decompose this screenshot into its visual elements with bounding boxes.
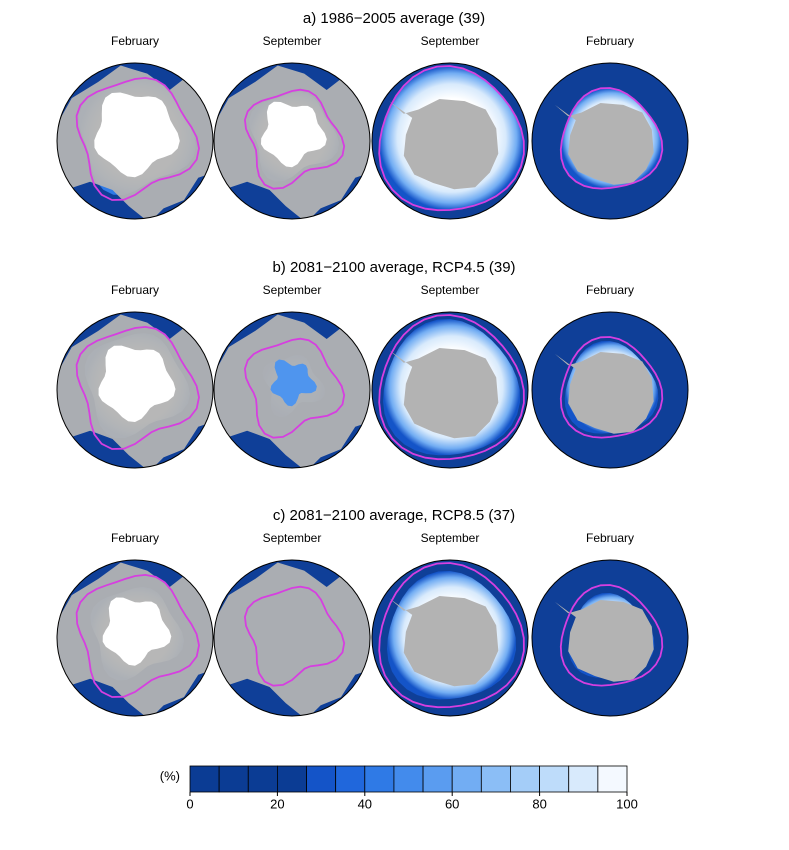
map-outline xyxy=(531,559,689,717)
map-outline xyxy=(56,311,214,469)
map-panel xyxy=(56,311,214,469)
map-content xyxy=(372,63,528,219)
observed-edge xyxy=(378,562,525,709)
colorbar-swatch xyxy=(189,765,220,793)
colorbar-swatch xyxy=(510,765,541,793)
colorbar-swatch xyxy=(568,765,599,793)
colorbar-swatch xyxy=(306,765,337,793)
colorbar-swatch xyxy=(480,765,511,793)
map-content xyxy=(532,560,688,716)
map-panel xyxy=(56,62,214,220)
map-panel xyxy=(371,311,529,469)
panel-month: September xyxy=(263,34,322,48)
map-outline xyxy=(531,311,689,469)
map-panel xyxy=(213,62,371,220)
row-title: c) 2081−2100 average, RCP8.5 (37) xyxy=(273,507,515,524)
colorbar-swatch xyxy=(276,765,307,793)
panel-month: September xyxy=(421,34,480,48)
observed-edge xyxy=(75,573,200,698)
panel-month: February xyxy=(111,283,159,297)
observed-edge xyxy=(75,325,200,450)
colorbar-tick-label: 0 xyxy=(186,796,193,811)
observed-edge xyxy=(378,65,525,212)
map-outline xyxy=(213,311,371,469)
colorbar-swatch xyxy=(451,765,482,793)
map-content xyxy=(57,560,213,716)
map-content xyxy=(57,63,213,219)
land xyxy=(554,352,654,434)
map-outline xyxy=(56,62,214,220)
sea-ice-core xyxy=(94,92,180,178)
sea-ice-core xyxy=(261,101,327,168)
map-content xyxy=(372,560,528,716)
map-panel xyxy=(531,559,689,717)
colorbar-tick-label: 100 xyxy=(616,796,638,811)
land xyxy=(389,348,499,439)
panel-month: September xyxy=(263,283,322,297)
colorbar-swatch xyxy=(364,765,395,793)
land xyxy=(389,596,499,687)
panel-month: September xyxy=(421,531,480,545)
colorbar-label: (%) xyxy=(160,768,180,783)
observed-edge xyxy=(378,314,525,461)
panel-month: February xyxy=(111,34,159,48)
panel-month: February xyxy=(586,34,634,48)
map-content xyxy=(214,312,370,468)
panel-month: September xyxy=(263,531,322,545)
map-panel xyxy=(56,559,214,717)
map-content xyxy=(214,63,370,219)
map-outline xyxy=(531,62,689,220)
row-title: b) 2081−2100 average, RCP4.5 (39) xyxy=(272,259,515,276)
sea-ice-core xyxy=(270,359,317,407)
colorbar-swatch xyxy=(247,765,278,793)
colorbar-tick-label: 20 xyxy=(270,796,284,811)
panel-month: February xyxy=(111,531,159,545)
map-content xyxy=(214,560,370,716)
colorbar-tick-label: 60 xyxy=(445,796,459,811)
observed-edge xyxy=(75,76,200,201)
map-content xyxy=(57,312,213,468)
land xyxy=(554,600,654,682)
colorbar-swatch xyxy=(393,765,424,793)
map-content xyxy=(532,63,688,219)
panel-month: February xyxy=(586,283,634,297)
map-outline xyxy=(213,559,371,717)
row-title: a) 1986−2005 average (39) xyxy=(303,10,485,27)
map-outline xyxy=(56,559,214,717)
colorbar-swatch xyxy=(597,765,628,793)
colorbar-swatch xyxy=(335,765,366,793)
map-outline xyxy=(371,559,529,717)
map-content xyxy=(372,312,528,468)
colorbar-swatch xyxy=(539,765,570,793)
land xyxy=(214,562,370,716)
map-panel xyxy=(371,62,529,220)
panel-month: September xyxy=(421,283,480,297)
land xyxy=(389,99,499,190)
map-outline xyxy=(371,62,529,220)
map-outline xyxy=(371,311,529,469)
observed-edge xyxy=(559,584,664,687)
map-outline xyxy=(213,62,371,220)
observed-edge xyxy=(243,88,346,190)
observed-edge xyxy=(243,337,346,439)
map-content xyxy=(532,312,688,468)
colorbar-swatch xyxy=(422,765,453,793)
colorbar-swatch xyxy=(218,765,249,793)
map-panel xyxy=(213,311,371,469)
sea-ice-core xyxy=(102,597,172,666)
map-panel xyxy=(213,559,371,717)
colorbar-tick-label: 80 xyxy=(532,796,546,811)
observed-edge xyxy=(559,336,664,439)
panel-month: February xyxy=(586,531,634,545)
sea-ice-core xyxy=(98,345,176,422)
colorbar-tick-label: 40 xyxy=(358,796,372,811)
map-panel xyxy=(531,62,689,220)
map-panel xyxy=(531,311,689,469)
observed-edge xyxy=(243,585,346,687)
map-panel xyxy=(371,559,529,717)
land xyxy=(554,103,654,185)
observed-edge xyxy=(559,87,664,190)
